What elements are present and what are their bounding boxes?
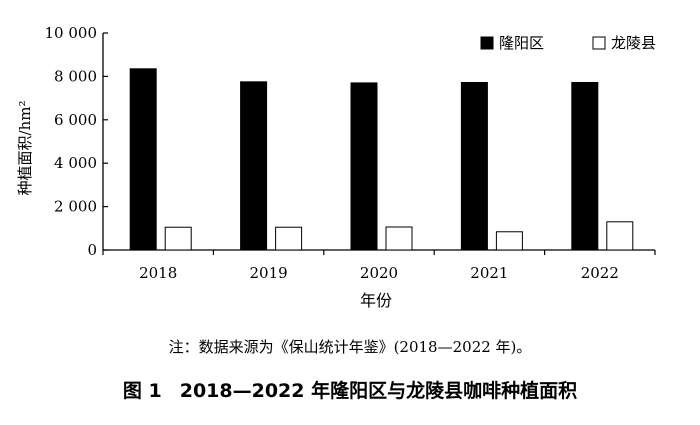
bar-longling <box>606 221 634 251</box>
bar-longyang <box>571 81 599 251</box>
y-tick-label: 6 000 <box>54 111 97 129</box>
x-tick-label: 2021 <box>470 264 508 282</box>
bar-longyang <box>240 81 268 251</box>
legend: 隆阳区 龙陵县 <box>480 34 656 52</box>
figure-caption: 图 1 2018—2022 年隆阳区与龙陵县咖啡种植面积 <box>0 376 700 403</box>
y-tick-label: 2 000 <box>54 198 97 216</box>
y-tick-label: 0 <box>87 241 97 259</box>
bars <box>129 68 634 251</box>
x-tick-label: 2020 <box>360 264 398 282</box>
bar-longling <box>495 231 523 251</box>
bar-longling <box>164 226 192 251</box>
bar-longyang <box>129 68 157 251</box>
bar-chart: 0 2 000 4 000 6 000 8 000 10 000 2018 2019 2020 2… <box>16 24 656 310</box>
legend-label: 龙陵县 <box>611 34 656 52</box>
x-tick-label: 2022 <box>581 264 619 282</box>
axes <box>102 32 656 255</box>
bar-longling <box>385 226 413 251</box>
bar-longyang <box>350 82 378 251</box>
bar-longyang <box>460 81 488 251</box>
tick-labels: 0 2 000 4 000 6 000 8 000 10 000 2018 2019 2020 2… <box>45 24 619 282</box>
x-axis-label: 年份 <box>360 291 392 310</box>
y-tick-label: 8 000 <box>54 67 97 85</box>
legend-swatch <box>592 36 606 50</box>
legend-swatch <box>480 36 494 50</box>
x-tick-label: 2018 <box>139 264 177 282</box>
bar-longling <box>275 226 303 251</box>
caption-title: 2018—2022 年隆阳区与龙陵县咖啡种植面积 <box>179 380 578 402</box>
y-axis-label: 种植面积/hm² <box>16 101 34 196</box>
source-note: 注：数据来源为《保山统计年鉴》(2018—2022 年)。 <box>168 338 532 356</box>
y-tick-label: 10 000 <box>45 24 98 42</box>
x-tick-label: 2019 <box>250 264 288 282</box>
legend-label: 隆阳区 <box>499 34 544 52</box>
caption-number: 图 1 <box>122 380 162 402</box>
y-tick-label: 4 000 <box>54 154 97 172</box>
